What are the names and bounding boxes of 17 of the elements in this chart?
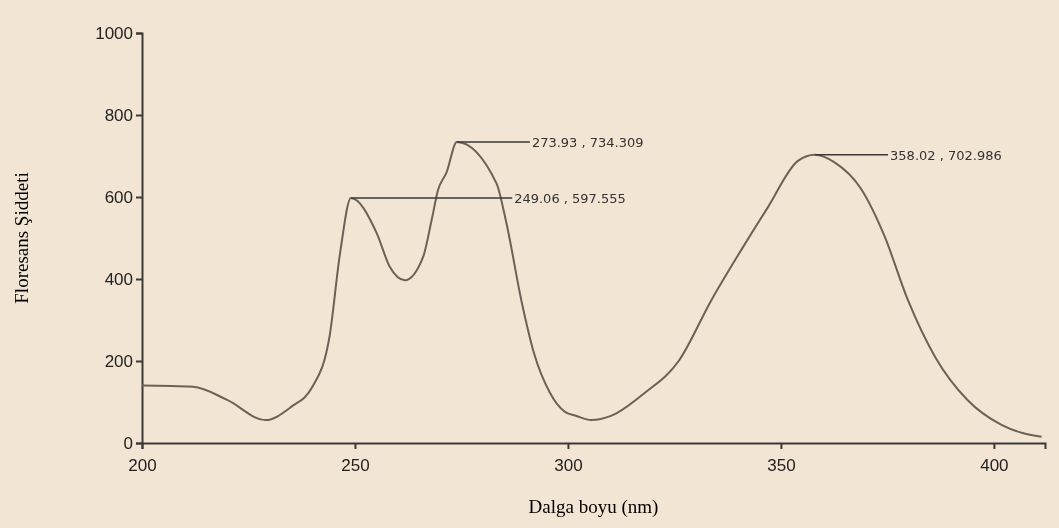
y-tick-label: 1000 — [95, 23, 133, 43]
line-series — [141, 140, 1043, 438]
x-tick-label: 400 — [980, 455, 1009, 475]
x-axis-title: Dalga boyu (nm) — [528, 496, 659, 518]
x-tick-label: 300 — [554, 455, 583, 475]
annotation: 358.02 , 702.986 — [890, 147, 1002, 163]
annotation: 249.06 , 597.555 — [514, 191, 626, 206]
y-tick-label: 400 — [104, 269, 133, 289]
x-tick-label: 200 — [128, 455, 157, 475]
x-tick-label: 250 — [341, 455, 370, 475]
y-tick-label: 0 — [123, 433, 133, 453]
y-axis-title: Floresans Şiddeti — [11, 172, 32, 304]
annotation: 273.93 , 734.309 — [531, 134, 644, 150]
y-tick-label: 200 — [104, 351, 133, 371]
y-tick-label: 600 — [104, 187, 133, 207]
x-tick-label: 350 — [767, 455, 796, 475]
y-tick-label: 800 — [104, 105, 133, 125]
